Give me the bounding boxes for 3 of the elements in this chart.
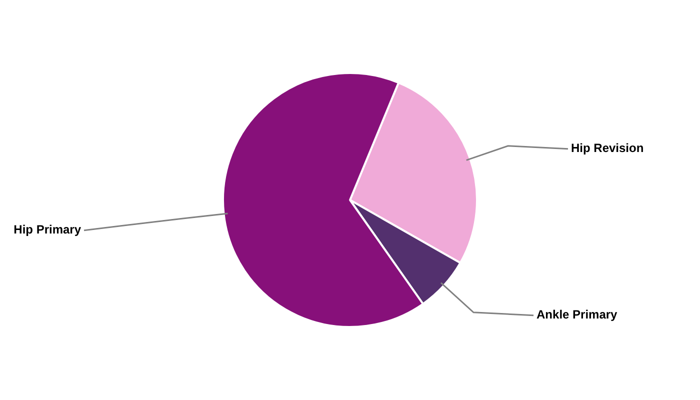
slice-label: Hip Primary: [14, 222, 82, 237]
slice-label: Ankle Primary: [536, 308, 618, 322]
slice-label: Hip Revision: [570, 141, 644, 156]
